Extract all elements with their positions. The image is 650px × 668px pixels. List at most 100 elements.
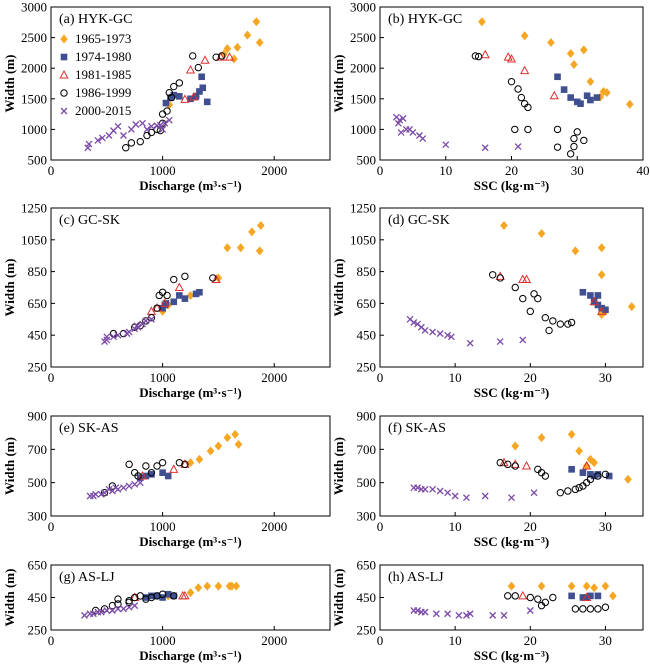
data-point xyxy=(442,141,450,149)
y-tick-label: 2000 xyxy=(350,61,376,76)
data-point xyxy=(568,592,575,600)
data-point xyxy=(169,464,179,473)
y-axis-label: Width (m) xyxy=(2,55,17,113)
series-2000-2015 xyxy=(406,315,527,347)
data-point xyxy=(175,79,184,87)
series-2000-2015 xyxy=(101,315,155,346)
data-point xyxy=(142,462,150,470)
data-point xyxy=(170,298,178,306)
data-point xyxy=(586,605,595,613)
data-point xyxy=(549,317,557,325)
data-point xyxy=(567,581,576,591)
x-tick-label: 2000 xyxy=(261,519,287,534)
data-point xyxy=(567,318,576,327)
y-tick-label: 250 xyxy=(357,623,377,638)
panel-f-sk-as: 0 10 20 30 300 500 700 900 SSC (kg·m⁻³) Width (m)… xyxy=(331,409,644,549)
data-point xyxy=(575,483,583,492)
x-axis-label: Discharge (m³·s⁻¹) xyxy=(139,385,241,400)
y-axis-label: Width (m) xyxy=(2,569,17,627)
data-point xyxy=(136,592,144,600)
data-point xyxy=(466,610,474,618)
data-point xyxy=(500,611,508,619)
data-point xyxy=(624,474,632,484)
data-point xyxy=(605,472,613,480)
data-point xyxy=(496,274,504,282)
data-point xyxy=(199,84,207,92)
legend-label: 1974-1980 xyxy=(75,49,131,64)
data-point xyxy=(579,469,587,476)
data-point xyxy=(549,593,557,602)
data-point xyxy=(589,296,599,306)
data-point xyxy=(163,107,171,115)
data-point xyxy=(597,243,606,253)
plot-frame xyxy=(50,207,331,368)
data-point xyxy=(556,320,565,328)
data-point xyxy=(170,82,178,91)
data-point xyxy=(203,98,211,106)
data-point xyxy=(507,77,516,86)
data-point xyxy=(462,494,470,502)
data-point xyxy=(573,128,581,136)
data-point xyxy=(211,274,221,284)
y-axis-label: Width (m) xyxy=(331,259,346,317)
series-1965-1973 xyxy=(186,429,243,468)
y-tick-label: 850 xyxy=(357,264,377,279)
data-point xyxy=(583,92,591,100)
data-point xyxy=(429,485,437,493)
data-point xyxy=(223,44,232,54)
data-point xyxy=(164,472,172,480)
data-point xyxy=(170,275,178,284)
data-point xyxy=(471,52,480,60)
series-1981-1985 xyxy=(495,271,607,315)
y-tick-label: 700 xyxy=(28,442,48,457)
data-point xyxy=(507,581,516,591)
y-tick-label: 850 xyxy=(28,264,48,279)
data-point xyxy=(252,17,261,27)
data-point xyxy=(164,590,172,598)
data-point xyxy=(248,227,256,237)
y-tick-label: 650 xyxy=(357,558,377,573)
data-point xyxy=(143,131,151,140)
data-point xyxy=(447,333,455,341)
data-point xyxy=(601,470,610,479)
series-1974-1980 xyxy=(568,466,613,480)
y-tick-label: 1050 xyxy=(21,232,47,247)
data-point xyxy=(89,610,97,618)
data-point xyxy=(549,90,559,100)
data-point xyxy=(421,608,429,616)
x-tick-label: 30 xyxy=(599,519,612,534)
x-tick-label: 10 xyxy=(449,519,462,534)
legend-label: 1986-1999 xyxy=(75,85,131,100)
data-point xyxy=(519,336,527,344)
data-point xyxy=(587,471,594,478)
data-point xyxy=(594,471,602,478)
data-point xyxy=(499,457,509,467)
plot-frame xyxy=(379,207,644,368)
data-point xyxy=(165,88,173,97)
data-point xyxy=(255,246,264,256)
data-point xyxy=(609,591,617,601)
data-point xyxy=(218,52,226,60)
data-point xyxy=(590,472,598,480)
data-point xyxy=(132,121,140,128)
y-tick-label: 300 xyxy=(357,509,377,524)
x-tick-label: 10 xyxy=(449,370,462,385)
data-point xyxy=(131,480,139,488)
legend-marker xyxy=(60,89,68,97)
data-point xyxy=(120,605,127,613)
data-point xyxy=(125,482,133,490)
data-point xyxy=(243,30,252,40)
data-point xyxy=(114,595,122,603)
data-point xyxy=(103,607,111,614)
data-point xyxy=(570,142,578,151)
data-point xyxy=(511,441,520,451)
data-point xyxy=(162,99,170,107)
data-point xyxy=(167,93,176,102)
series-1981-1985 xyxy=(518,590,592,601)
y-tick-label: 650 xyxy=(28,558,48,573)
data-point xyxy=(196,288,203,296)
y-tick-label: 900 xyxy=(28,409,48,424)
legend-label: 2000-2015 xyxy=(75,103,131,118)
data-point xyxy=(163,291,171,300)
data-point xyxy=(114,605,122,613)
